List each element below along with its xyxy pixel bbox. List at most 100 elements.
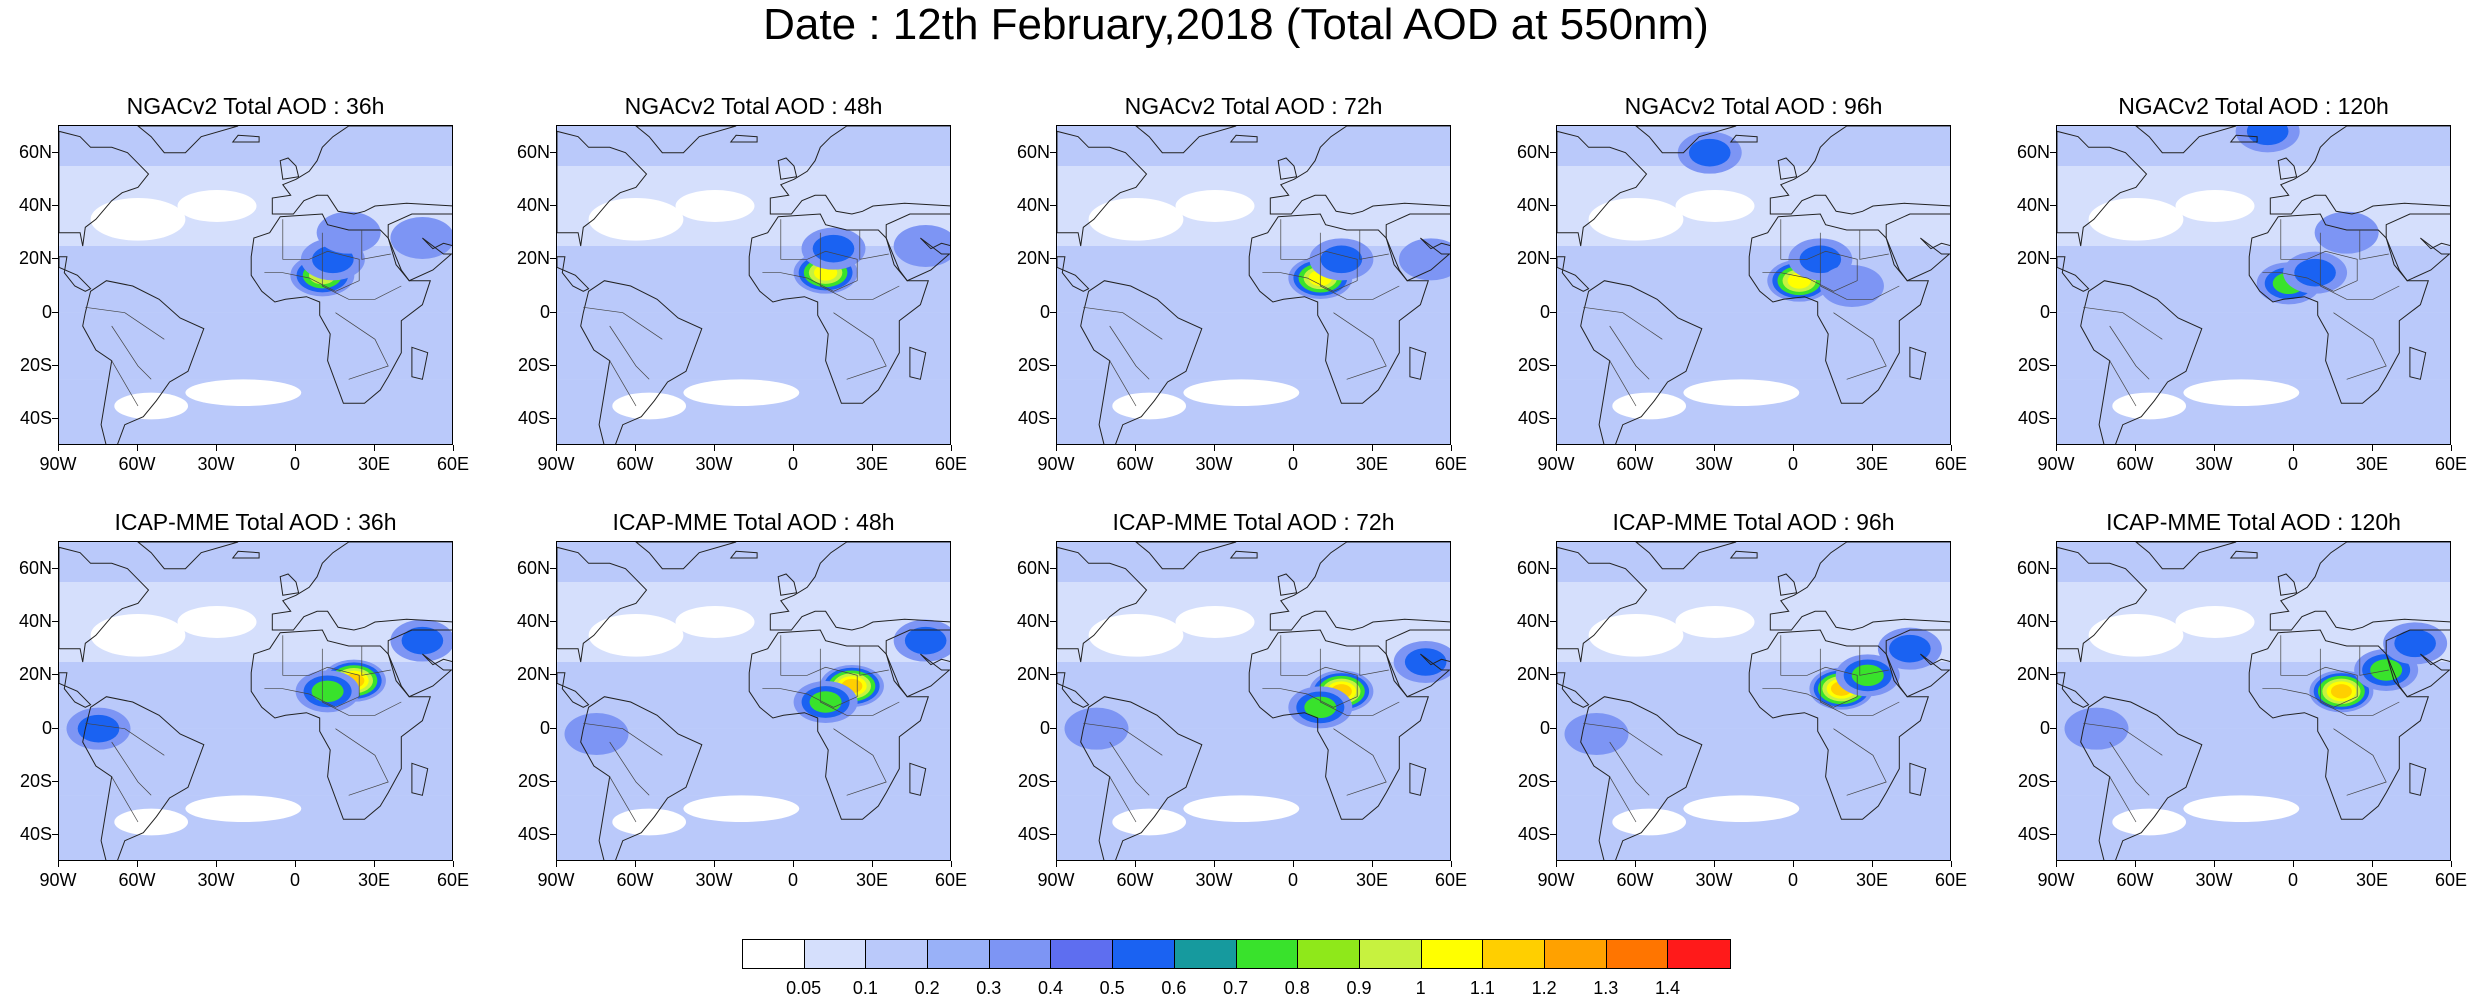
x-tick (2372, 861, 2373, 867)
country-border (1319, 232, 1400, 300)
aod-plume (2370, 659, 2403, 681)
clear-patch (1683, 379, 1800, 406)
y-tick-label: 40S (517, 408, 550, 429)
colorbar-swatch (1174, 940, 1237, 968)
colorbar-label: 0.5 (1099, 978, 1125, 998)
coastline (1729, 550, 1758, 559)
panel-title: NGACv2 Total AOD : 36h (126, 93, 385, 119)
x-tick-label: 60W (1116, 870, 1154, 890)
panel-title: NGACv2 Total AOD : 48h (624, 93, 883, 119)
clear-patch (185, 795, 302, 822)
x-tick-label: 0 (787, 454, 798, 474)
aod-band (557, 126, 950, 166)
clear-patch (1175, 606, 1255, 638)
x-tick (1135, 445, 1136, 451)
aod-band (59, 126, 452, 166)
country-border (1262, 635, 1358, 708)
y-tick (1550, 674, 1556, 676)
aod-map (2056, 125, 2451, 445)
aod-band (557, 246, 950, 313)
x-tick-label: 30W (1695, 870, 1733, 890)
coastline (1409, 762, 1427, 796)
y-tick (1050, 365, 1056, 366)
colorbar-label: 0.05 (786, 978, 822, 998)
clear-patch (683, 379, 800, 406)
colorbar-label: 1.4 (1654, 978, 1681, 998)
x-tick (2293, 861, 2294, 867)
coastline (1385, 629, 1450, 698)
y-tick (550, 365, 556, 366)
coastline (1057, 256, 1090, 292)
coastline (279, 573, 300, 596)
y-tick-label: 60N (1016, 557, 1050, 578)
x-tick-label: 0 (2287, 870, 2298, 890)
x-tick (1951, 445, 1952, 451)
country-border (111, 776, 139, 823)
y-tick (1050, 567, 1056, 569)
y-tick-label: 60N (2016, 141, 2050, 162)
aod-plume (904, 626, 947, 655)
coastline (1135, 542, 1237, 570)
country-border (1583, 722, 1663, 756)
y-tick (550, 567, 556, 569)
x-tick-label: 90W (1037, 870, 1075, 890)
x-tick (1372, 445, 1373, 451)
x-tick (556, 861, 557, 867)
x-tick-label: 90W (39, 870, 77, 890)
x-tick-label: 90W (2037, 454, 2075, 474)
coastline (250, 213, 431, 404)
country-border (609, 776, 637, 823)
coastline (777, 157, 798, 180)
x-tick (1951, 861, 1952, 867)
aod-band (1057, 542, 1450, 582)
x-tick-label: 30W (2195, 870, 2233, 890)
x-tick (2135, 861, 2136, 867)
aod-map (58, 125, 453, 445)
clear-patch (114, 808, 189, 836)
x-tick (2451, 861, 2452, 867)
clear-patch (177, 190, 257, 222)
colorbar-swatch (989, 940, 1052, 968)
country-border (321, 232, 402, 300)
aod-plume (1404, 648, 1447, 676)
y-tick (1050, 418, 1056, 420)
country-border (2359, 230, 2389, 260)
aod-band (1557, 126, 1950, 166)
coastline (279, 157, 300, 180)
y-tick-label: 20S (2017, 355, 2050, 375)
colorbar-swatch (866, 940, 929, 968)
coastline (2385, 213, 2450, 282)
aod-band (2057, 312, 2450, 380)
x-tick (872, 861, 873, 867)
x-tick (374, 445, 375, 451)
y-tick-label: 40N (18, 195, 52, 215)
aod-map (2056, 541, 2451, 861)
y-tick (52, 258, 58, 260)
x-tick (1872, 445, 1873, 451)
y-tick-label: 20S (1017, 355, 1050, 375)
coastline (909, 346, 927, 380)
coastline (59, 256, 92, 292)
coastline (1229, 550, 1258, 559)
aod-plume (311, 680, 344, 703)
y-tick (1550, 151, 1556, 153)
coastline (2080, 280, 2203, 444)
country-border (2262, 219, 2358, 292)
x-tick-label: 90W (1037, 454, 1075, 474)
x-tick (1635, 861, 1636, 867)
colorbar-label: 0.1 (852, 978, 878, 998)
colorbar-swatch (1113, 940, 1175, 968)
aod-band (1057, 312, 1450, 380)
x-tick-label: 60E (1934, 870, 1968, 890)
country-border (2319, 648, 2400, 716)
y-tick (2050, 834, 2056, 836)
x-tick-label: 60E (2434, 454, 2468, 474)
country-border (1583, 306, 1663, 340)
aod-plume (1064, 707, 1129, 750)
coastline (2229, 134, 2258, 143)
map-panel: NGACv2 Total AOD : 48h 60N 40N 20N 0 20S 40S 90… (498, 92, 978, 522)
x-tick-label: 60W (2116, 870, 2154, 890)
country-border (2359, 646, 2389, 676)
x-tick (2293, 445, 2294, 451)
colorbar-label: 0.6 (1161, 978, 1187, 998)
